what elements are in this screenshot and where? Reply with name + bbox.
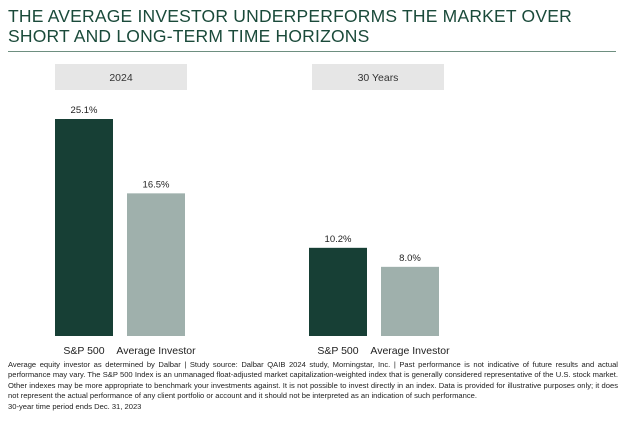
footnote-period: 30-year time period ends Dec. 31, 2023: [8, 401, 142, 411]
footnote: Average equity investor as determined by…: [8, 360, 618, 412]
title-divider: [8, 51, 616, 52]
category-label: S&P 500: [317, 345, 358, 357]
bar-chart: 2024 25.1% S&P 500 16.5% Average Investor 30 …: [55, 64, 450, 357]
data-label: 25.1%: [71, 105, 98, 116]
category-label: Average Investor: [116, 345, 196, 357]
panel-header-label: 2024: [109, 72, 133, 84]
data-label: 10.2%: [325, 234, 352, 245]
panel-header: [312, 64, 444, 90]
panel-header-label: 30 Years: [358, 72, 399, 84]
chart-title: THE AVERAGE INVESTOR UNDERPERFORMS THE M…: [8, 6, 572, 46]
bar: [309, 247, 367, 336]
category-label: S&P 500: [63, 345, 104, 357]
footnote-disclaimer: Average equity investor as determined by…: [8, 360, 618, 401]
bar: [127, 193, 185, 336]
panel-header: [55, 64, 187, 90]
data-label: 16.5%: [143, 179, 170, 190]
bar: [55, 119, 113, 336]
data-label: 8.0%: [399, 253, 421, 264]
bar: [381, 266, 439, 336]
category-label: Average Investor: [370, 345, 450, 357]
